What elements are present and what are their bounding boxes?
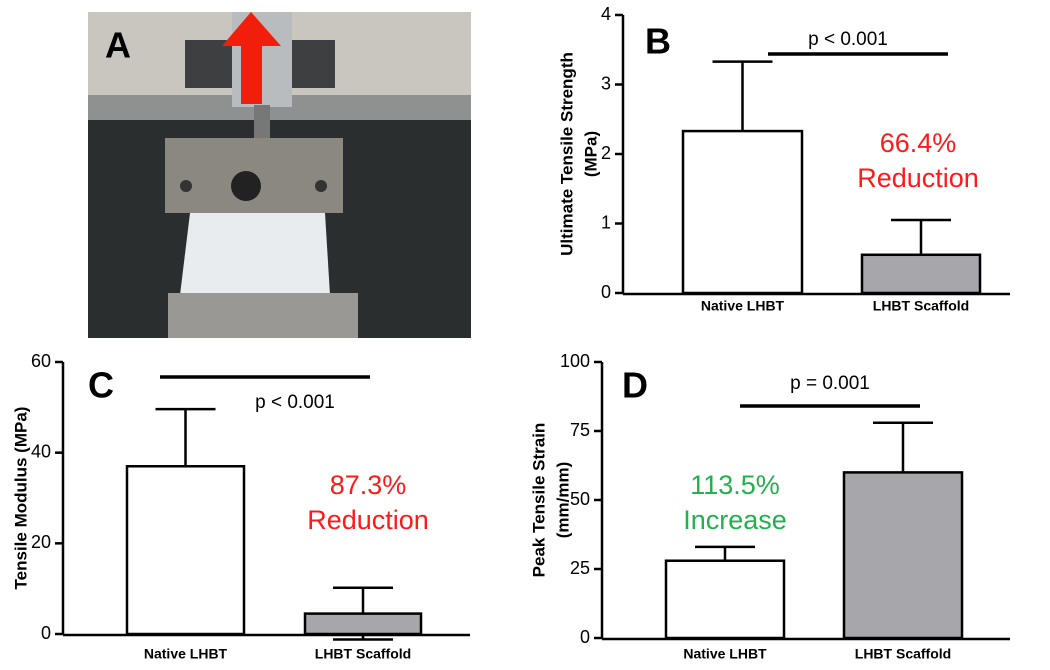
photo-hole: [231, 171, 261, 201]
y-tick-label: 75: [570, 420, 590, 440]
photo-tissue: [180, 213, 330, 295]
y-axis-title: Peak Tensile Strain: [529, 423, 548, 578]
panel-label: B: [645, 21, 671, 62]
y-axis-title: Ultimate Tensile Strength: [557, 52, 576, 256]
annotation: 87.3%: [330, 470, 407, 500]
significance-label: p = 0.001: [790, 373, 870, 394]
y-tick-label: 3: [601, 73, 611, 93]
panel-label: D: [622, 365, 648, 406]
y-axis-title: (mm/mm): [553, 462, 572, 539]
bar: [681, 129, 804, 295]
x-tick-label: LHBT Scaffold: [855, 646, 951, 662]
y-axis-title: (MPa): [581, 131, 600, 177]
y-tick-label: 1: [601, 212, 611, 232]
x-tick-label: Native LHBT: [701, 298, 785, 314]
y-tick-label: 20: [31, 532, 51, 552]
annotation: Increase: [683, 505, 787, 535]
significance-label: p < 0.001: [808, 29, 888, 50]
photo-screw: [254, 105, 270, 140]
y-tick-label: 0: [41, 623, 51, 643]
photo-bottom-clamp: [168, 293, 358, 338]
bar: [303, 612, 423, 636]
y-axis-title: Tensile Modulus (MPa): [11, 407, 30, 590]
y-tick-label: 100: [560, 351, 590, 371]
photo-hole: [315, 180, 327, 192]
x-tick-label: LHBT Scaffold: [873, 298, 969, 314]
y-tick-label: 2: [601, 143, 611, 163]
photo-hole: [180, 180, 192, 192]
panel-label: A: [105, 25, 131, 66]
y-tick-label: 60: [31, 351, 51, 371]
bar: [842, 471, 964, 640]
bar: [125, 465, 246, 636]
y-tick-label: 25: [570, 558, 590, 578]
photo-arrow-head: [222, 12, 281, 46]
y-tick-label: 0: [601, 282, 611, 302]
annotation: 113.5%: [690, 470, 780, 500]
bar: [664, 559, 786, 640]
bar: [860, 253, 982, 295]
panel-label: C: [88, 365, 114, 406]
y-tick-label: 4: [601, 4, 611, 24]
y-tick-label: 50: [570, 489, 590, 509]
y-tick-label: 40: [31, 441, 51, 461]
significance-label: p < 0.001: [255, 392, 335, 413]
x-tick-label: Native LHBT: [683, 646, 767, 662]
photo-arrow-shaft: [241, 44, 262, 104]
y-tick-label: 0: [580, 627, 590, 647]
annotation: Reduction: [307, 505, 429, 535]
annotation: 66.4%: [880, 128, 957, 158]
x-tick-label: LHBT Scaffold: [315, 646, 411, 662]
annotation: Reduction: [857, 163, 979, 193]
photo: A: [88, 12, 471, 338]
x-tick-label: Native LHBT: [144, 646, 228, 662]
